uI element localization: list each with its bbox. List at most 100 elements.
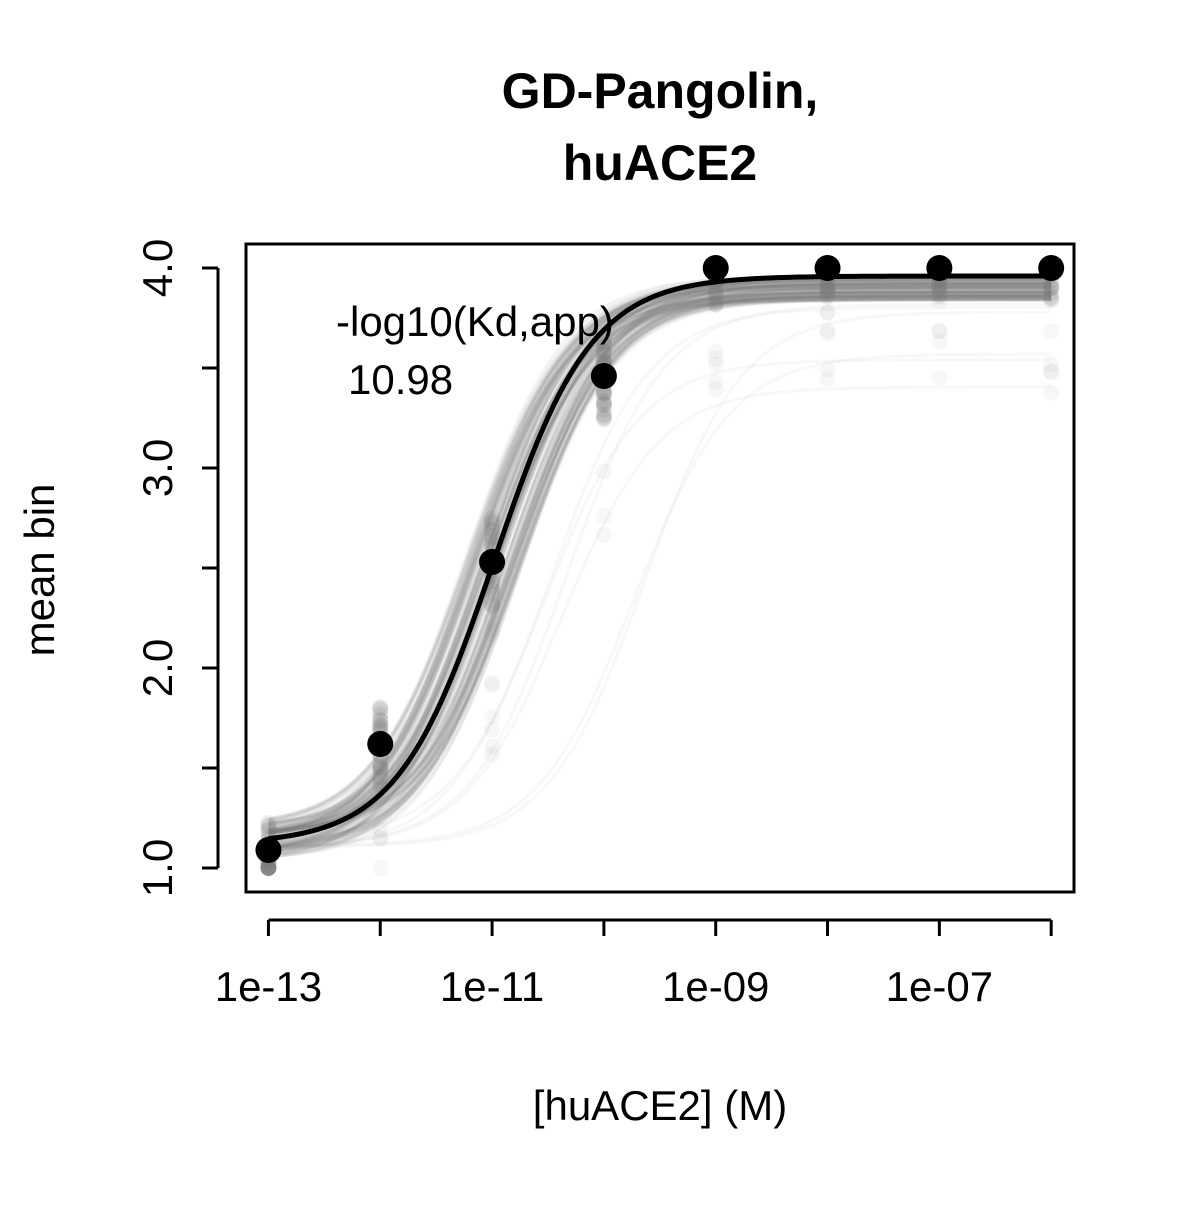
bootstrap-point <box>372 768 389 785</box>
y-tick-label: 3.0 <box>134 439 181 497</box>
y-axis-label: mean bin <box>16 484 63 657</box>
bootstrap-curve <box>268 295 1052 854</box>
bootstrap-point <box>484 612 501 629</box>
bootstrap-point <box>819 283 836 300</box>
bootstrap-point <box>595 342 612 359</box>
y-tick-label: 2.0 <box>134 639 181 697</box>
bootstrap-point <box>931 288 948 305</box>
bootstrap-curve <box>268 282 1052 833</box>
bootstrap-point <box>931 322 948 339</box>
bootstrap-curve <box>268 279 1052 852</box>
bootstrap-curve <box>268 298 1052 857</box>
bootstrap-point <box>260 821 277 838</box>
bootstrap-point <box>260 860 277 876</box>
bootstrap-point <box>372 829 389 846</box>
bootstrap-point <box>1043 280 1060 297</box>
bootstrap-point <box>931 283 948 300</box>
bootstrap-point <box>931 286 948 303</box>
bootstrap-point <box>931 277 948 294</box>
bootstrap-point <box>260 860 277 876</box>
bootstrap-point <box>595 347 612 364</box>
bootstrap-curve <box>268 297 1052 834</box>
bootstrap-curve <box>268 278 1052 821</box>
bootstrap-point <box>372 759 389 776</box>
bootstrap-point <box>260 815 277 832</box>
bootstrap-point <box>484 596 501 613</box>
bootstrap-point <box>1043 288 1060 305</box>
bootstrap-curve <box>268 290 1052 857</box>
bootstrap-curve <box>268 277 1052 851</box>
bootstrap-curve <box>268 287 1052 835</box>
bootstrap-curve <box>268 358 1052 851</box>
bootstrap-point <box>372 701 389 718</box>
bootstrap-point <box>372 860 389 876</box>
data-point <box>1038 255 1065 281</box>
bootstrap-point <box>931 279 948 296</box>
bootstrap-curve <box>268 282 1052 828</box>
bootstrap-point <box>595 408 612 425</box>
bootstrap-point <box>819 304 836 321</box>
data-point <box>926 255 953 281</box>
bootstrap-curve <box>268 290 1052 856</box>
bootstrap-point <box>595 337 612 354</box>
bootstrap-point <box>707 296 724 313</box>
x-tick-label: 1e-13 <box>215 963 322 1010</box>
bootstrap-point <box>1043 279 1060 296</box>
bootstrap-point <box>260 858 277 875</box>
bootstrap-point <box>260 858 277 875</box>
bootstrap-curve <box>268 284 1052 842</box>
bootstrap-point <box>931 293 948 310</box>
bootstrap-layer <box>260 260 1060 876</box>
bootstrap-point <box>484 515 501 532</box>
bootstrap-point <box>260 860 277 876</box>
bootstrap-point <box>931 333 948 350</box>
bootstrap-curve <box>268 281 1052 831</box>
x-axis-label: [huACE2] (M) <box>533 1082 787 1129</box>
bootstrap-point <box>372 760 389 777</box>
bootstrap-point <box>484 708 501 725</box>
bootstrap-curve <box>268 277 1052 839</box>
bootstrap-point <box>819 281 836 298</box>
bootstrap-curve <box>268 293 1052 841</box>
bootstrap-curve <box>268 290 1052 843</box>
bootstrap-point <box>1043 356 1060 373</box>
bootstrap-point <box>372 705 389 722</box>
bootstrap-curve <box>268 296 1052 857</box>
bootstrap-point <box>595 385 612 402</box>
bootstrap-point <box>260 860 277 876</box>
bootstrap-curve <box>268 284 1052 835</box>
data-point <box>479 549 506 575</box>
bootstrap-point <box>372 717 389 734</box>
bootstrap-point <box>260 860 277 876</box>
bootstrap-point <box>819 322 836 339</box>
bootstrap-point <box>260 860 277 876</box>
bootstrap-point <box>707 281 724 298</box>
bootstrap-curve <box>268 310 1052 849</box>
bootstrap-point <box>372 821 389 838</box>
bootstrap-point <box>484 527 501 544</box>
bootstrap-point <box>260 860 277 876</box>
bootstrap-point <box>931 280 948 297</box>
bootstrap-curve <box>268 285 1052 833</box>
bootstrap-point <box>819 276 836 293</box>
bootstrap-curve <box>268 277 1052 850</box>
bootstrap-point <box>819 288 836 305</box>
bootstrap-curve <box>268 282 1052 832</box>
bootstrap-point <box>595 463 612 480</box>
bootstrap-point <box>819 287 836 304</box>
bootstrap-curve <box>268 305 1052 840</box>
bootstrap-curve <box>268 288 1052 832</box>
bootstrap-point <box>372 712 389 729</box>
bootstrap-curve <box>268 279 1052 831</box>
bootstrap-curve <box>268 298 1052 835</box>
bootstrap-point <box>595 336 612 353</box>
bootstrap-point <box>819 276 836 293</box>
bootstrap-point <box>484 514 501 531</box>
bootstrap-point <box>595 395 612 412</box>
chart-title-line-1: GD-Pangolin, <box>502 63 819 119</box>
bootstrap-curve <box>268 283 1052 835</box>
bootstrap-point <box>484 597 501 614</box>
bootstrap-point <box>484 523 501 540</box>
bootstrap-point <box>931 285 948 301</box>
bootstrap-point <box>372 712 389 729</box>
